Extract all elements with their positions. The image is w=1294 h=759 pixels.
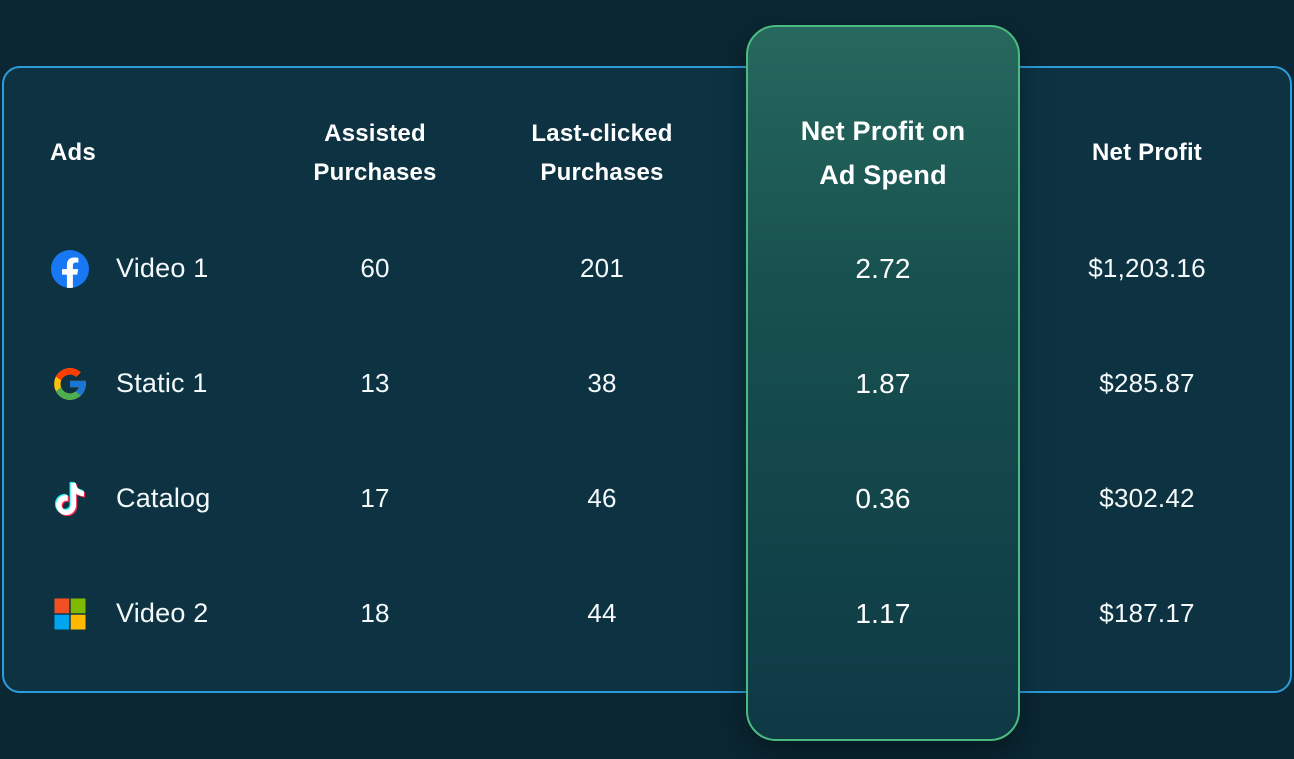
column-header-net-profit: Net Profit <box>1020 96 1274 211</box>
table-row-ad-cell: Video 2 <box>0 556 292 671</box>
ad-name: Video 2 <box>116 598 209 628</box>
tiktok-icon <box>50 481 90 517</box>
table-grid: Ads Assisted Purchases Last-clicked Purc… <box>0 66 1294 693</box>
column-header-ads: Ads <box>0 96 292 211</box>
table-row-ad-cell: Catalog <box>0 441 292 556</box>
column-header-net-profit-on-ad-spend-label: Net Profit on Ad Spend <box>800 115 966 190</box>
table-row-ad-cell: Static 1 <box>0 326 292 441</box>
ad-name: Video 1 <box>116 253 209 283</box>
last-clicked-purchases-value: 46 <box>587 483 617 513</box>
net-profit-on-ad-spend-value: 0.36 <box>855 482 911 514</box>
net-profit-value: $187.17 <box>1099 598 1195 628</box>
column-header-assisted-purchases: Assisted Purchases <box>292 96 458 211</box>
last-clicked-purchases-value: 38 <box>587 368 617 398</box>
net-profit-value: $285.87 <box>1099 368 1195 398</box>
net-profit-on-ad-spend-value: 1.87 <box>855 367 911 399</box>
facebook-icon <box>50 249 90 288</box>
assisted-purchases-value: 18 <box>360 598 390 628</box>
assisted-purchases-value: 13 <box>360 368 390 398</box>
net-profit-value: $302.42 <box>1099 483 1195 513</box>
microsoft-icon <box>50 597 90 631</box>
ad-name: Static 1 <box>116 368 208 398</box>
column-header-last-clicked-purchases: Last-clicked Purchases <box>458 96 746 211</box>
assisted-purchases-value: 60 <box>360 253 390 283</box>
column-header-ads-label: Ads <box>50 139 96 167</box>
assisted-purchases-value: 17 <box>360 483 390 513</box>
table-row-ad-cell: Video 1 <box>0 211 292 326</box>
column-header-last-clicked-purchases-label: Last-clicked Purchases <box>531 119 673 186</box>
google-icon <box>50 365 90 403</box>
net-profit-on-ad-spend-highlight-panel <box>746 25 1020 741</box>
table-card <box>2 66 1292 693</box>
net-profit-value: $1,203.16 <box>1088 253 1206 283</box>
last-clicked-purchases-value: 201 <box>580 253 624 283</box>
ad-name: Catalog <box>116 483 211 513</box>
net-profit-on-ad-spend-value: 1.17 <box>855 597 911 629</box>
last-clicked-purchases-value: 44 <box>587 598 617 628</box>
column-header-net-profit-on-ad-spend: Net Profit on Ad Spend <box>746 96 1020 211</box>
column-header-assisted-purchases-label: Assisted Purchases <box>313 119 437 186</box>
column-header-net-profit-label: Net Profit <box>1092 139 1202 167</box>
net-profit-on-ad-spend-value: 2.72 <box>855 252 911 284</box>
